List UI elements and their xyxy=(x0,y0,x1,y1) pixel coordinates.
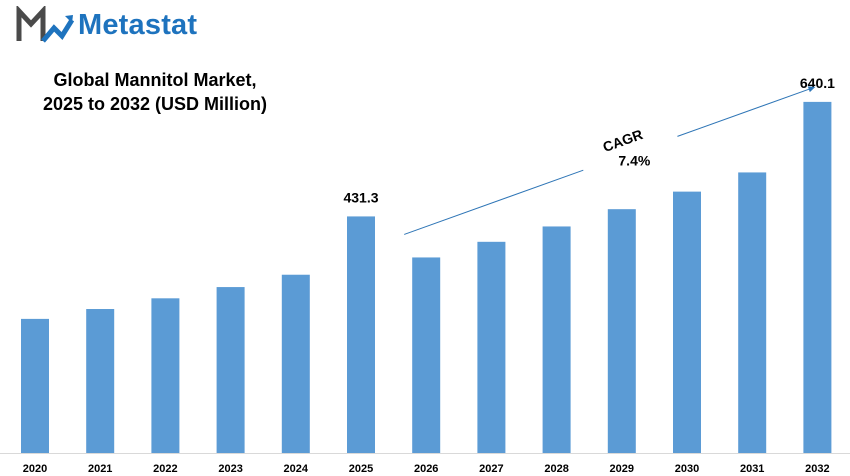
bar-2030 xyxy=(673,191,701,453)
x-tick-label-2022: 2022 xyxy=(153,463,177,475)
x-tick-label-2021: 2021 xyxy=(88,463,112,475)
data-label-2032: 640.1 xyxy=(800,75,835,91)
cagr-arrow-head xyxy=(807,86,816,93)
chart-title-line-2: 2025 to 2032 (USD Million) xyxy=(42,94,268,114)
cagr-arrow-line-start xyxy=(404,169,584,235)
x-axis-tick-labels: 2020 2021 2022 2023 2024 2025 2026 2027 2028 2029… xyxy=(23,463,830,475)
x-tick-label-2030: 2030 xyxy=(675,463,699,475)
bar-2020 xyxy=(21,318,49,453)
cagr-label: CAGR xyxy=(601,126,645,155)
bar-2027 xyxy=(477,241,506,453)
x-tick-label-2028: 2028 xyxy=(544,463,568,475)
bar-2026 xyxy=(412,257,441,453)
chart-title: Global Mannitol Market, 2025 to 2032 (US… xyxy=(30,68,280,116)
chart-title-line-1: Global Mannitol Market, xyxy=(53,70,257,90)
x-tick-label-2027: 2027 xyxy=(479,463,503,475)
x-tick-label-2020: 2020 xyxy=(23,463,47,475)
x-tick-label-2029: 2029 xyxy=(610,463,634,475)
x-tick-label-2024: 2024 xyxy=(284,463,309,475)
brand-logo: Metastat xyxy=(16,6,197,44)
x-tick-label-2032: 2032 xyxy=(805,463,829,475)
bar-series xyxy=(21,101,832,454)
brand-name: Metastat xyxy=(78,8,198,41)
bar-2025 xyxy=(347,216,375,453)
x-tick-label-2023: 2023 xyxy=(218,463,242,475)
metastat-logo-icon xyxy=(16,6,74,43)
bar-2031 xyxy=(738,172,767,454)
bar-2022 xyxy=(151,298,180,453)
bar-2021 xyxy=(86,309,115,453)
bar-2029 xyxy=(607,209,636,453)
bar-2032 xyxy=(803,101,832,453)
data-label-2025: 431.3 xyxy=(343,189,378,205)
cagr-value: 7.4% xyxy=(618,152,650,168)
bar-2024 xyxy=(281,274,310,453)
x-tick-label-2025: 2025 xyxy=(349,463,373,475)
bar-2023 xyxy=(216,287,245,453)
cagr-arrow-line-end xyxy=(677,88,810,137)
x-tick-label-2026: 2026 xyxy=(414,463,438,475)
x-tick-label-2031: 2031 xyxy=(740,463,764,475)
bar-2028 xyxy=(542,226,571,453)
